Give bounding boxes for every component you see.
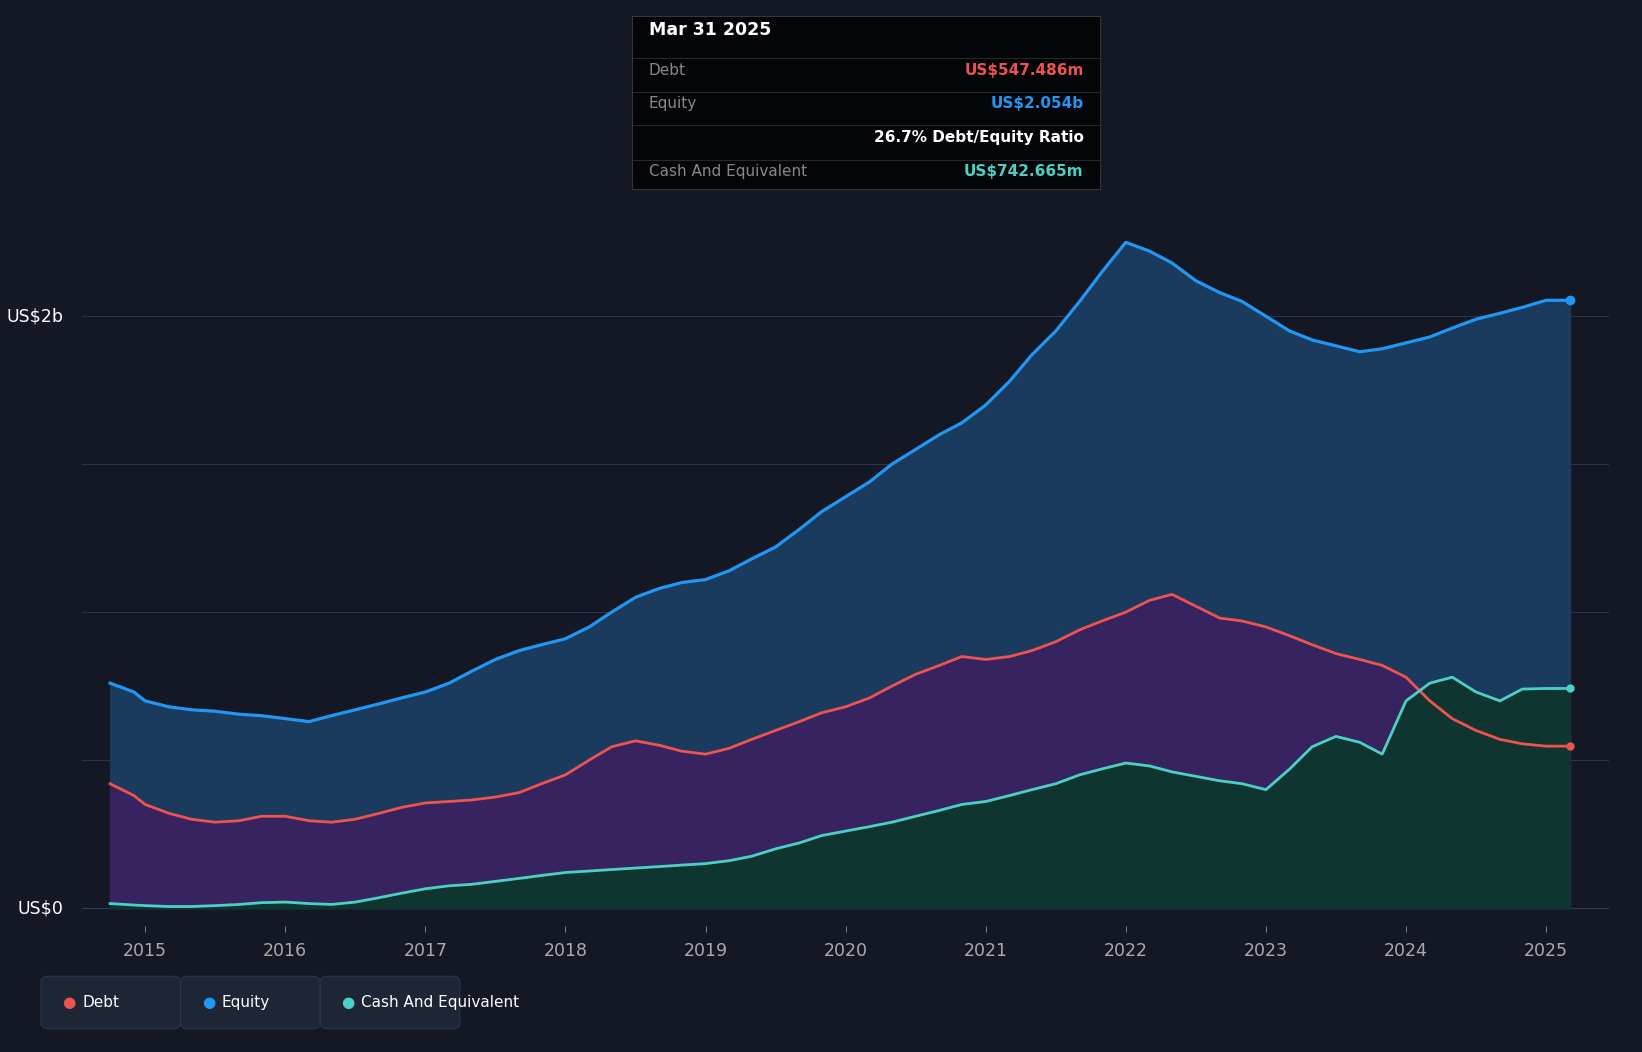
Text: Cash And Equivalent: Cash And Equivalent (361, 995, 519, 1010)
Text: ●: ● (342, 995, 355, 1010)
Text: Equity: Equity (649, 97, 696, 112)
Text: US$547.486m: US$547.486m (964, 63, 1084, 78)
Text: 26.7% Debt/Equity Ratio: 26.7% Debt/Equity Ratio (874, 130, 1084, 145)
Text: ●: ● (62, 995, 76, 1010)
Text: ●: ● (202, 995, 215, 1010)
Text: US$2b: US$2b (7, 307, 64, 325)
Text: US$2.054b: US$2.054b (990, 97, 1084, 112)
Text: Debt: Debt (82, 995, 120, 1010)
Text: Cash And Equivalent: Cash And Equivalent (649, 164, 806, 179)
Text: US$0: US$0 (18, 899, 64, 917)
Text: Mar 31 2025: Mar 31 2025 (649, 21, 772, 39)
Text: US$742.665m: US$742.665m (964, 164, 1084, 179)
Text: Debt: Debt (649, 63, 686, 78)
Text: Equity: Equity (222, 995, 269, 1010)
